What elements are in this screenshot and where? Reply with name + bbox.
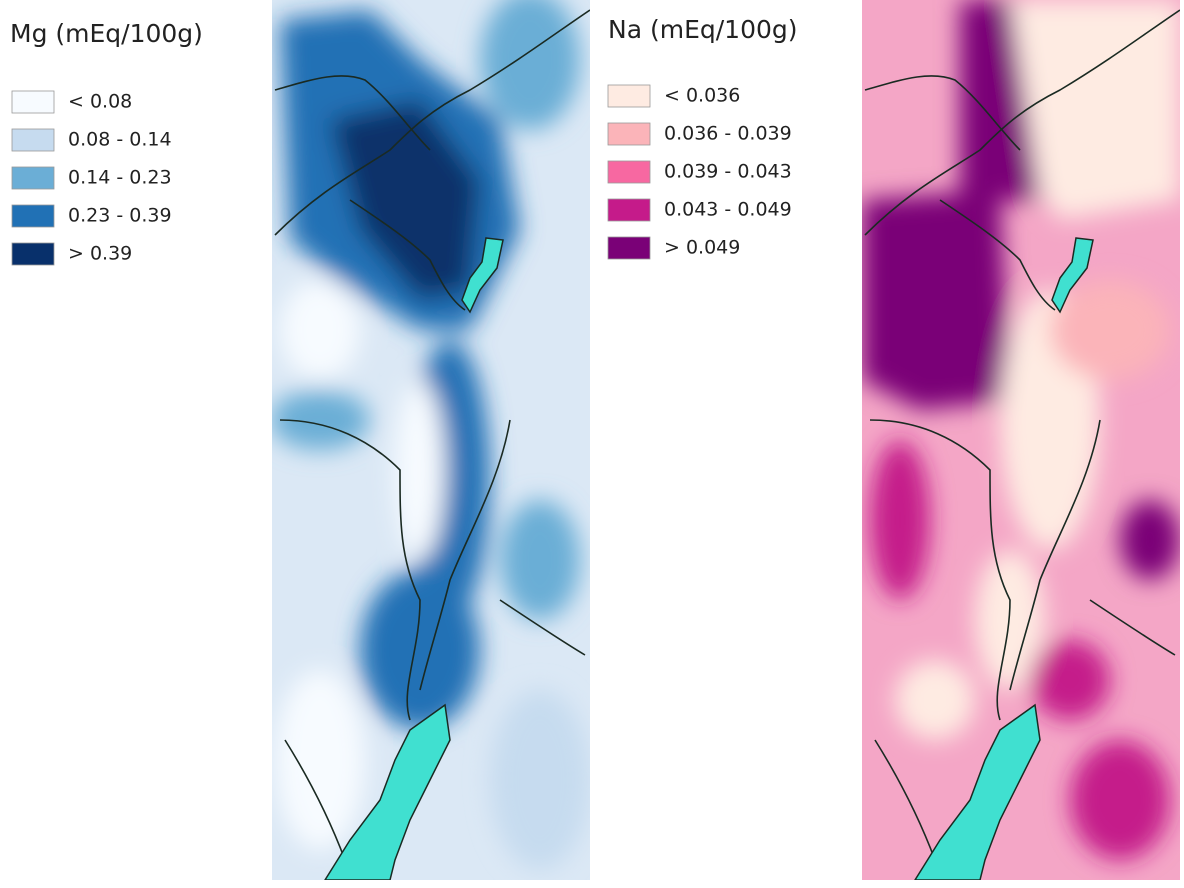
legend-label: 0.039 - 0.043: [664, 161, 792, 183]
legend-swatch: [12, 167, 54, 189]
legend-label: 0.23 - 0.39: [68, 205, 172, 227]
legend-swatch: [12, 205, 54, 227]
legend-swatch: [12, 129, 54, 151]
legend-label: 0.036 - 0.039: [664, 123, 792, 145]
na-map: [862, 0, 1180, 880]
legend-swatch: [608, 199, 650, 221]
legend-title: Na (mEq/100g): [608, 15, 798, 44]
legend-title: Mg (mEq/100g): [10, 19, 203, 48]
page: Mg (mEq/100g) Na (mEq/100g) < 0.08 0.08 -…: [0, 0, 1184, 888]
legend-swatch: [608, 85, 650, 107]
legend-label: 0.08 - 0.14: [68, 129, 172, 151]
legend-label: > 0.39: [68, 243, 132, 265]
legend-swatch: [608, 237, 650, 259]
legend-swatch: [608, 161, 650, 183]
legend-label: < 0.08: [68, 91, 132, 113]
mg-map: [270, 0, 590, 880]
legend-swatch: [608, 123, 650, 145]
legend-label: 0.043 - 0.049: [664, 199, 792, 221]
legend-swatch: [12, 243, 54, 265]
legend-label: < 0.036: [664, 85, 740, 107]
legend-swatch: [12, 91, 54, 113]
legend-label: > 0.049: [664, 237, 740, 259]
legend-label: 0.14 - 0.23: [68, 167, 172, 189]
